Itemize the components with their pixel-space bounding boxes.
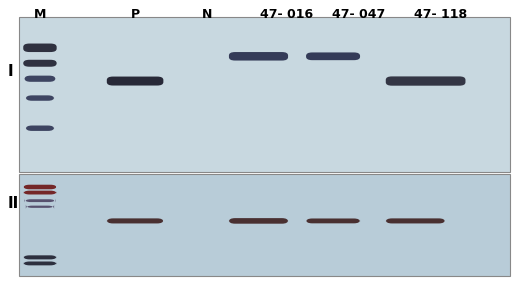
FancyBboxPatch shape — [107, 218, 163, 224]
Text: I: I — [8, 64, 13, 79]
FancyBboxPatch shape — [23, 60, 57, 67]
Text: N: N — [202, 8, 212, 20]
FancyBboxPatch shape — [23, 262, 57, 265]
FancyBboxPatch shape — [306, 53, 360, 60]
FancyBboxPatch shape — [107, 77, 163, 85]
FancyBboxPatch shape — [26, 95, 54, 101]
FancyBboxPatch shape — [306, 218, 360, 223]
FancyBboxPatch shape — [24, 199, 55, 202]
FancyBboxPatch shape — [19, 17, 510, 172]
FancyBboxPatch shape — [386, 76, 465, 86]
FancyBboxPatch shape — [26, 204, 54, 209]
FancyBboxPatch shape — [23, 191, 57, 195]
Text: II: II — [8, 196, 19, 211]
FancyBboxPatch shape — [24, 76, 55, 82]
Text: 47- 016: 47- 016 — [260, 8, 313, 20]
FancyBboxPatch shape — [229, 218, 288, 224]
FancyBboxPatch shape — [386, 218, 445, 224]
FancyBboxPatch shape — [23, 43, 57, 52]
FancyBboxPatch shape — [26, 126, 54, 131]
Text: 47- 118: 47- 118 — [415, 8, 467, 20]
FancyBboxPatch shape — [229, 52, 288, 60]
FancyBboxPatch shape — [19, 174, 510, 275]
Text: M: M — [34, 8, 46, 20]
Text: 47- 047: 47- 047 — [332, 8, 385, 20]
FancyBboxPatch shape — [23, 255, 57, 259]
FancyBboxPatch shape — [23, 185, 57, 189]
Text: P: P — [130, 8, 140, 20]
